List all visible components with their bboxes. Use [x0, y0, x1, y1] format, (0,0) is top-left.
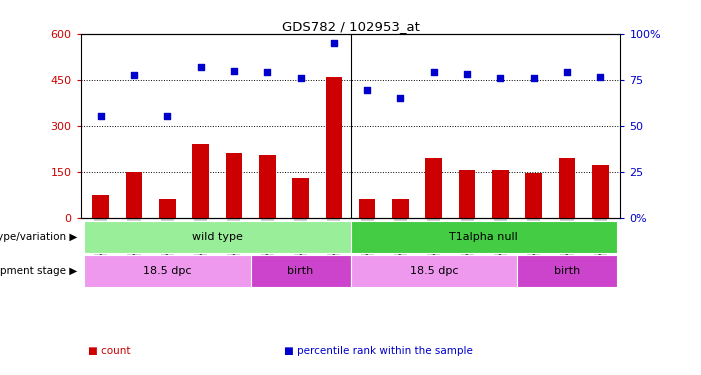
Bar — [592, 165, 608, 218]
Title: GDS782 / 102953_at: GDS782 / 102953_at — [282, 20, 419, 33]
Point — [229, 68, 240, 74]
Text: ■ count: ■ count — [88, 346, 130, 356]
Text: birth: birth — [554, 266, 580, 276]
Bar — [526, 173, 542, 217]
Point — [362, 87, 373, 93]
Bar — [350, 255, 517, 287]
Point — [562, 69, 573, 75]
Bar — [458, 170, 475, 217]
Point — [428, 69, 440, 75]
Point — [162, 113, 173, 119]
Bar — [93, 195, 109, 217]
Text: wild type: wild type — [192, 232, 243, 242]
Point — [295, 75, 306, 81]
Point — [261, 69, 273, 75]
Bar — [325, 76, 342, 218]
Bar — [292, 178, 309, 218]
Bar — [250, 255, 350, 287]
Text: birth: birth — [287, 266, 313, 276]
Text: 18.5 dpc: 18.5 dpc — [143, 266, 191, 276]
Bar — [492, 170, 509, 217]
Bar — [192, 144, 209, 218]
Point — [95, 113, 107, 119]
Text: T1alpha null: T1alpha null — [449, 232, 518, 242]
Point — [594, 74, 606, 80]
Point — [528, 75, 539, 81]
Bar — [125, 172, 142, 217]
Point — [495, 75, 506, 81]
Bar — [84, 221, 350, 253]
Point — [128, 72, 139, 78]
Point — [395, 95, 406, 101]
Text: ■ percentile rank within the sample: ■ percentile rank within the sample — [284, 346, 472, 356]
Bar — [392, 199, 409, 217]
Bar — [359, 199, 376, 217]
Bar — [226, 153, 243, 218]
Bar — [559, 158, 576, 218]
Text: development stage ▶: development stage ▶ — [0, 266, 77, 276]
Bar — [259, 155, 275, 218]
Bar — [350, 221, 617, 253]
Text: genotype/variation ▶: genotype/variation ▶ — [0, 232, 77, 242]
Point — [328, 40, 339, 46]
Bar — [517, 255, 617, 287]
Bar — [84, 255, 250, 287]
Bar — [426, 158, 442, 218]
Bar — [159, 199, 175, 217]
Text: 18.5 dpc: 18.5 dpc — [409, 266, 458, 276]
Point — [461, 70, 472, 76]
Point — [195, 64, 206, 70]
